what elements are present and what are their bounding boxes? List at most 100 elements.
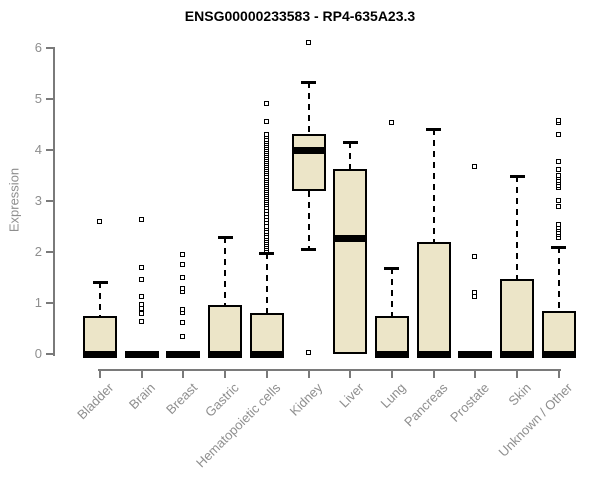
median-line	[333, 234, 368, 242]
x-axis-tick	[182, 371, 185, 378]
x-axis-tick	[140, 371, 143, 378]
outlier-point	[555, 117, 561, 123]
upper-whisker	[557, 246, 560, 312]
median-line	[124, 351, 159, 358]
x-axis-tick	[390, 371, 393, 378]
outlier-point	[180, 320, 186, 326]
box-rect	[291, 133, 326, 191]
y-axis-tick	[46, 98, 53, 100]
median-line	[83, 351, 117, 358]
median-line	[500, 351, 534, 358]
y-axis-tick	[46, 302, 53, 304]
outlier-point	[472, 163, 478, 169]
upper-whisker-cap	[509, 175, 525, 178]
box-rect	[333, 168, 368, 354]
x-axis-tick	[474, 371, 477, 378]
y-axis-tick	[46, 200, 53, 202]
upper-whisker-cap	[259, 252, 275, 256]
x-axis-line	[98, 369, 561, 371]
box-rect	[249, 313, 284, 354]
outlier-point	[555, 204, 561, 210]
upper-whisker-cap	[551, 245, 567, 249]
upper-whisker	[349, 142, 352, 169]
upper-whisker-cap	[217, 236, 233, 240]
upper-whisker-cap	[342, 141, 358, 145]
x-axis-tick	[265, 371, 268, 378]
lower-whisker	[307, 190, 310, 250]
median-line	[541, 351, 576, 358]
outlier-point	[138, 277, 144, 283]
x-axis-category-label: Unknown / Other	[495, 380, 576, 460]
x-axis-tick	[307, 371, 310, 378]
outlier-point	[180, 261, 186, 267]
y-axis-tick	[46, 353, 53, 355]
x-axis-category-label: Breast	[162, 380, 201, 418]
outlier-point	[180, 275, 186, 280]
y-axis-line	[53, 47, 55, 356]
outlier-point	[138, 306, 144, 312]
median-line	[208, 351, 243, 358]
upper-whisker	[265, 253, 268, 314]
outlier-point	[555, 158, 561, 164]
outlier-point	[263, 131, 269, 137]
outlier-point	[472, 254, 478, 260]
upper-whisker	[224, 237, 227, 306]
y-tick-label: 2	[34, 244, 42, 259]
upper-whisker	[99, 281, 101, 316]
y-tick-label: 4	[34, 142, 42, 157]
box-rect	[500, 279, 534, 354]
median-line	[249, 351, 284, 358]
upper-whisker-cap	[301, 81, 316, 85]
upper-whisker	[307, 82, 310, 134]
x-axis-category-label: Bladder	[74, 380, 117, 423]
y-tick-label: 3	[34, 193, 42, 208]
x-axis-category-label: Pancreas	[400, 380, 451, 430]
outlier-point	[180, 307, 186, 313]
median-line	[458, 351, 493, 358]
y-axis-tick	[46, 149, 53, 151]
outlier-point	[555, 198, 561, 203]
upper-whisker	[390, 268, 393, 317]
outlier-point	[138, 293, 144, 299]
x-axis-category-label: Kidney	[286, 380, 326, 419]
outlier-point	[180, 333, 186, 339]
box-rect	[374, 316, 409, 354]
outlier-point	[138, 318, 144, 324]
outlier-point	[555, 131, 561, 137]
box-rect	[416, 241, 451, 354]
y-tick-label: 1	[34, 295, 42, 310]
box-rect	[541, 311, 576, 354]
outlier-point	[138, 311, 144, 317]
median-line	[291, 147, 326, 154]
box-rect	[83, 315, 117, 354]
outlier-point	[555, 167, 561, 173]
x-axis-tick	[557, 371, 560, 378]
outlier-point	[388, 119, 394, 125]
x-axis-category-label: Skin	[505, 380, 534, 409]
outlier-point	[263, 118, 269, 124]
median-line	[374, 351, 409, 358]
x-axis-category-label: Prostate	[447, 380, 492, 425]
outlier-point	[555, 221, 561, 227]
x-axis-tick	[224, 371, 227, 378]
y-tick-label: 0	[34, 346, 42, 361]
box-rect	[208, 305, 243, 354]
outlier-point	[555, 172, 561, 178]
lower-whisker-cap	[301, 248, 316, 252]
outlier-point	[305, 39, 311, 45]
y-tick-label: 5	[34, 91, 42, 106]
outlier-point	[305, 349, 311, 355]
x-axis-tick	[516, 371, 518, 378]
upper-whisker-cap	[426, 127, 442, 131]
upper-whisker	[516, 176, 518, 280]
outlier-point	[472, 289, 478, 295]
y-tick-label: 6	[34, 40, 42, 55]
x-axis-tick	[349, 371, 352, 378]
upper-whisker-cap	[92, 280, 108, 284]
x-axis-category-label: Lung	[377, 380, 409, 412]
upper-whisker-cap	[384, 267, 400, 271]
outlier-point	[180, 286, 186, 292]
x-axis-category-label: Liver	[336, 380, 367, 411]
upper-whisker	[432, 128, 435, 242]
